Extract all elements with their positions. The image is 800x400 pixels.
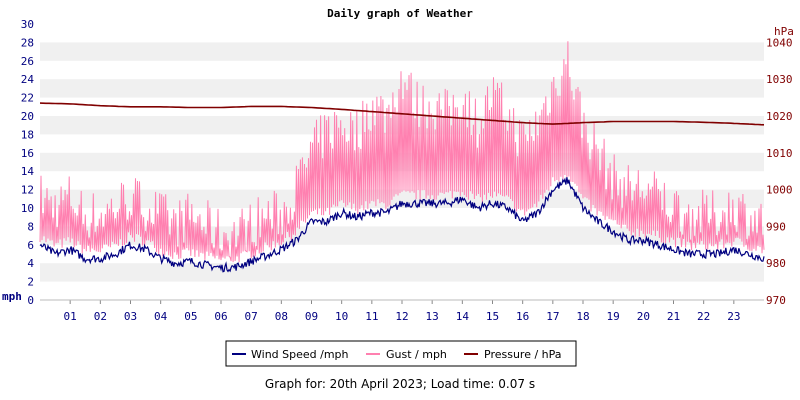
right-tick-label: 980 [766, 257, 786, 270]
x-tick-label: 15 [486, 310, 499, 323]
x-axis-ticks: 01 02 03 04 05 06 07 08 09 10 11 12 13 14 15 16 17 18 19 20… [64, 300, 740, 323]
left-axis-unit: mph [2, 290, 22, 303]
right-tick-label: 1000 [766, 184, 793, 197]
left-tick-label: 0 [27, 294, 34, 307]
x-tick-label: 14 [456, 310, 470, 323]
left-tick-label: 22 [21, 92, 34, 105]
legend-box [225, 340, 577, 367]
wind-speed-line [39, 177, 765, 273]
grid-band [40, 42, 764, 61]
x-tick-label: 17 [546, 310, 559, 323]
legend-label-wind: Wind Speed /mph [251, 348, 349, 361]
x-tick-label: 20 [637, 310, 650, 323]
right-tick-label: 1040 [766, 36, 793, 49]
grid-band [40, 263, 764, 282]
left-tick-label: 8 [27, 220, 34, 233]
grid-band [40, 226, 764, 245]
left-tick-label: 10 [21, 202, 34, 215]
gust-line [39, 41, 765, 263]
x-tick-label: 07 [245, 310, 258, 323]
grid-band [40, 79, 764, 98]
left-tick-label: 6 [27, 239, 34, 252]
legend-label-gust: Gust / mph [386, 348, 447, 361]
legend-label-pressure: Pressure / hPa [484, 348, 562, 361]
footer-status: Graph for: 20th April 2023; Load time: 0… [264, 377, 536, 391]
legend: Wind Speed /mph Gust / mph Pressure / hP… [225, 340, 577, 367]
left-tick-label: 26 [21, 55, 34, 68]
left-tick-label: 18 [21, 128, 34, 141]
right-tick-label: 1030 [766, 73, 793, 86]
chart-title: Daily graph of Weather [327, 7, 473, 20]
x-tick-label: 21 [667, 310, 680, 323]
left-tick-label: 12 [21, 184, 34, 197]
right-tick-label: 1020 [766, 110, 793, 123]
x-tick-label: 18 [576, 310, 589, 323]
left-tick-label: 20 [21, 110, 34, 123]
x-tick-label: 12 [395, 310, 408, 323]
left-tick-label: 2 [27, 276, 34, 289]
grid-band [40, 116, 764, 135]
x-tick-label: 02 [94, 310, 107, 323]
x-tick-label: 01 [64, 310, 77, 323]
x-tick-label: 19 [607, 310, 620, 323]
x-tick-label: 06 [214, 310, 227, 323]
left-tick-label: 16 [21, 147, 34, 160]
right-tick-label: 970 [766, 294, 786, 307]
left-tick-label: 4 [27, 257, 34, 270]
x-tick-label: 10 [335, 310, 348, 323]
x-tick-label: 05 [184, 310, 197, 323]
right-axis-ticks: 970 980 990 1000 1010 1020 1030 1040 [766, 36, 793, 307]
x-tick-label: 16 [516, 310, 529, 323]
pressure-line [39, 102, 765, 126]
x-tick-label: 09 [305, 310, 318, 323]
x-tick-label: 08 [275, 310, 288, 323]
x-tick-label: 22 [697, 310, 710, 323]
x-tick-label: 11 [365, 310, 378, 323]
series-layer [39, 41, 765, 273]
left-tick-label: 30 [21, 18, 34, 31]
x-tick-label: 03 [124, 310, 137, 323]
left-tick-label: 14 [21, 165, 35, 178]
right-tick-label: 1010 [766, 147, 793, 160]
left-tick-label: 24 [21, 73, 35, 86]
x-tick-label: 13 [426, 310, 439, 323]
right-tick-label: 990 [766, 220, 786, 233]
x-tick-label: 04 [154, 310, 168, 323]
right-axis-unit: hPa [774, 25, 794, 38]
x-tick-label: 23 [727, 310, 740, 323]
left-tick-label: 28 [21, 36, 34, 49]
